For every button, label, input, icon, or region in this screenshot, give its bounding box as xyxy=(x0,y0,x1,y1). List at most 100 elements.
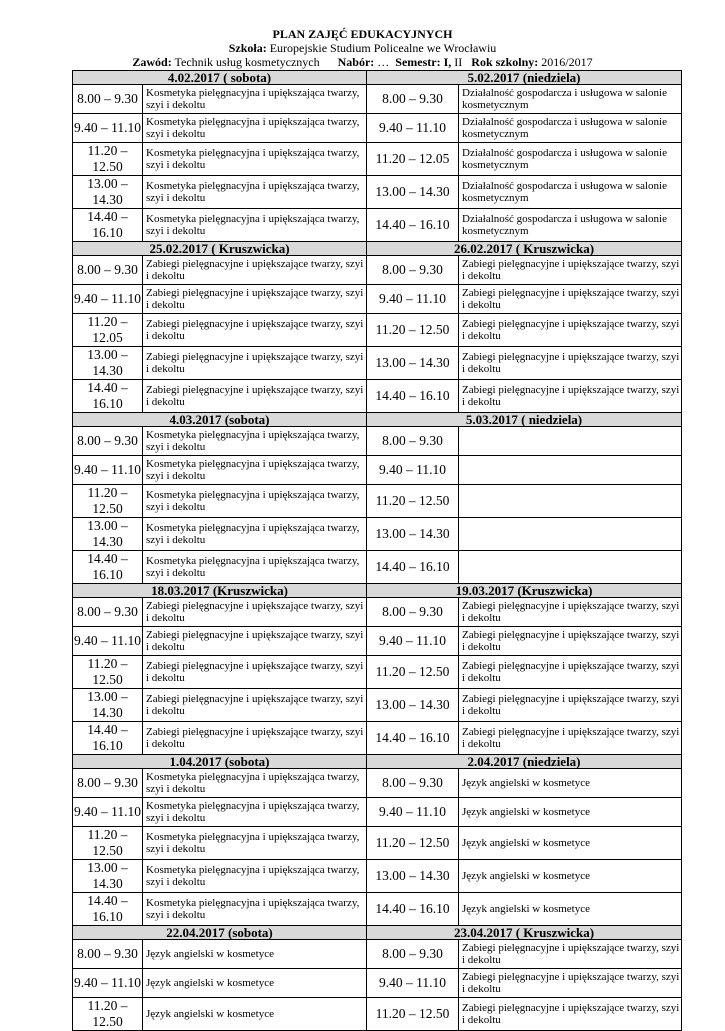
table-row: 8.00 – 9.30 Kosmetyka pielęgnacyjna i upi… xyxy=(72,426,683,456)
time-slot: 8.00 – 9.30 xyxy=(366,597,459,627)
school-label: Szkoła: xyxy=(228,41,267,55)
subject: Język angielski w kosmetyce xyxy=(457,892,683,926)
day-header-right: 23.04.2017 ( Kruszwicka) xyxy=(365,925,683,940)
table-row: 14.40 – 16.10 Zabiegi pielęgnacyjne i upi… xyxy=(72,721,683,755)
table-row: 9.40 – 11.10 Język angielski w kosmetyce 9… xyxy=(72,968,683,998)
time-slot: 9.40 – 11.10 xyxy=(366,797,459,827)
time-slot: 11.20 – 12.50 xyxy=(72,142,143,176)
time-slot: 9.40 – 11.10 xyxy=(72,284,143,314)
time-slot: 11.20 – 12.50 xyxy=(72,484,143,518)
time-slot: 13.00 – 14.30 xyxy=(72,859,143,893)
time-slot: 9.40 – 11.10 xyxy=(366,113,459,143)
time-slot: 9.40 – 11.10 xyxy=(72,968,143,998)
table-row: 13.00 – 14.30 Kosmetyka pielęgnacyjna i u… xyxy=(72,517,683,551)
document-title: PLAN ZAJĘĆ EDUKACYJNYCH xyxy=(272,27,453,41)
day-header-left: 25.02.2017 ( Kruszwicka) xyxy=(72,241,367,256)
time-slot: 8.00 – 9.30 xyxy=(366,255,459,285)
day-header-row: 22.04.2017 (sobota) 23.04.2017 ( Kruszwic… xyxy=(72,925,683,940)
time-slot: 8.00 – 9.30 xyxy=(72,426,143,456)
time-slot: 13.00 – 14.30 xyxy=(72,175,143,209)
table-row: 8.00 – 9.30 Zabiegi pielęgnacyjne i upięk… xyxy=(72,255,683,285)
time-slot: 14.40 – 16.10 xyxy=(72,208,143,242)
time-slot: 8.00 – 9.30 xyxy=(366,426,459,456)
time-slot: 14.40 – 16.10 xyxy=(72,721,143,755)
time-slot: 8.00 – 9.30 xyxy=(72,597,143,627)
table-row: 9.40 – 11.10 Zabiegi pielęgnacyjne i upię… xyxy=(72,626,683,656)
subject: Zabiegi pielęgnacyjne i upiększające twa… xyxy=(457,939,683,969)
time-slot: 8.00 – 9.30 xyxy=(366,939,459,969)
time-slot: 13.00 – 14.30 xyxy=(366,517,459,551)
table-row: 11.20 – 12.50 Kosmetyka pielęgnacyjna i u… xyxy=(72,484,683,518)
subject: Zabiegi pielęgnacyjne i upiększające twa… xyxy=(457,284,683,314)
time-slot: 9.40 – 11.10 xyxy=(366,626,459,656)
time-slot: 11.20 – 12.50 xyxy=(366,826,459,860)
semester: II xyxy=(454,55,463,69)
subject: Zabiegi pielęgnacyjne i upiększające twa… xyxy=(142,655,367,689)
table-row: 11.20 – 12.05 Zabiegi pielęgnacyjne i upi… xyxy=(72,313,683,347)
time-slot: 9.40 – 11.10 xyxy=(366,455,459,485)
time-slot: 11.20 – 12.50 xyxy=(366,313,459,347)
subject: Działalność gospodarcza i usługowa w sal… xyxy=(457,208,683,242)
subject: Kosmetyka pielęgnacyjna i upiększająca t… xyxy=(142,484,367,518)
time-slot: 8.00 – 9.30 xyxy=(72,939,143,969)
time-slot: 8.00 – 9.30 xyxy=(72,255,143,285)
subject: Język angielski w kosmetyce xyxy=(457,859,683,893)
subject: Zabiegi pielęgnacyjne i upiększające twa… xyxy=(457,597,683,627)
table-row: 8.00 – 9.30 Kosmetyka pielęgnacyjna i upi… xyxy=(72,84,683,114)
time-slot: 11.20 – 12.50 xyxy=(72,997,143,1031)
time-slot: 13.00 – 14.30 xyxy=(366,688,459,722)
subject: Kosmetyka pielęgnacyjna i upiększająca t… xyxy=(142,426,367,456)
subject: Kosmetyka pielęgnacyjna i upiększająca t… xyxy=(142,517,367,551)
subject: Zabiegi pielęgnacyjne i upiększające twa… xyxy=(457,626,683,656)
table-row: 13.00 – 14.30 Kosmetyka pielęgnacyjna i u… xyxy=(72,175,683,209)
time-slot: 13.00 – 14.30 xyxy=(72,517,143,551)
time-slot: 9.40 – 11.10 xyxy=(72,626,143,656)
profession: Technik usług kosmetycznych xyxy=(174,55,320,69)
day-header-row: 25.02.2017 ( Kruszwicka) 26.02.2017 ( Kru… xyxy=(72,241,683,256)
time-slot: 9.40 – 11.10 xyxy=(366,284,459,314)
subject: Zabiegi pielęgnacyjne i upiększające twa… xyxy=(142,626,367,656)
table-row: 8.00 – 9.30 Kosmetyka pielęgnacyjna i upi… xyxy=(72,768,683,798)
time-slot: 14.40 – 16.10 xyxy=(366,892,459,926)
day-header-right: 5.03.2017 ( niedziela) xyxy=(365,412,683,427)
time-slot: 14.40 – 16.10 xyxy=(72,892,143,926)
subject: Język angielski w kosmetyce xyxy=(457,797,683,827)
subject: Kosmetyka pielęgnacyjna i upiększająca t… xyxy=(142,797,367,827)
subject: Zabiegi pielęgnacyjne i upiększające twa… xyxy=(457,313,683,347)
table-row: 9.40 – 11.10 Kosmetyka pielęgnacyjna i up… xyxy=(72,797,683,827)
time-slot: 14.40 – 16.10 xyxy=(72,550,143,584)
subject: Kosmetyka pielęgnacyjna i upiększająca t… xyxy=(142,892,367,926)
time-slot: 11.20 – 12.50 xyxy=(366,484,459,518)
subject: Zabiegi pielęgnacyjne i upiększające twa… xyxy=(142,284,367,314)
day-header-right: 5.02.2017 (niedziela) xyxy=(365,70,683,85)
time-slot: 14.40 – 16.10 xyxy=(366,721,459,755)
subject: Zabiegi pielęgnacyjne i upiększające twa… xyxy=(142,255,367,285)
time-slot: 13.00 – 14.30 xyxy=(366,859,459,893)
subject: Zabiegi pielęgnacyjne i upiększające twa… xyxy=(142,313,367,347)
school-name: Europejskie Studium Policealne we Wrocła… xyxy=(269,41,497,55)
table-row: 11.20 – 12.50 Zabiegi pielęgnacyjne i upi… xyxy=(72,655,683,689)
subject: Działalność gospodarcza i usługowa w sal… xyxy=(457,84,683,114)
day-header-row: 18.03.2017 (Kruszwicka) 19.03.2017 (Krusz… xyxy=(72,583,683,598)
subject xyxy=(457,517,683,551)
time-slot: 11.20 – 12.50 xyxy=(366,997,459,1031)
table-row: 11.20 – 12.50 Kosmetyka pielęgnacyjna i u… xyxy=(72,826,683,860)
subject: Zabiegi pielęgnacyjne i upiększające twa… xyxy=(457,346,683,380)
subject: Działalność gospodarcza i usługowa w sal… xyxy=(457,142,683,176)
subject: Działalność gospodarcza i usługowa w sal… xyxy=(457,113,683,143)
table-row: 9.40 – 11.10 Kosmetyka pielęgnacyjna i up… xyxy=(72,455,683,485)
table-row: 13.00 – 14.30 Zabiegi pielęgnacyjne i upi… xyxy=(72,688,683,722)
subject: Zabiegi pielęgnacyjne i upiększające twa… xyxy=(457,688,683,722)
schedule-table: 4.02.2017 ( sobota) 5.02.2017 (niedziela)… xyxy=(72,70,683,1031)
time-slot: 13.00 – 14.30 xyxy=(72,688,143,722)
subject: Zabiegi pielęgnacyjne i upiększające twa… xyxy=(142,346,367,380)
table-row: 13.00 – 14.30 Kosmetyka pielęgnacyjna i u… xyxy=(72,859,683,893)
table-row: 14.40 – 16.10 Kosmetyka pielęgnacyjna i u… xyxy=(72,892,683,926)
intake: … xyxy=(377,55,390,69)
day-header-right: 26.02.2017 ( Kruszwicka) xyxy=(365,241,683,256)
time-slot: 9.40 – 11.10 xyxy=(72,113,143,143)
table-row: 9.40 – 11.10 Zabiegi pielęgnacyjne i upię… xyxy=(72,284,683,314)
table-row: 9.40 – 11.10 Kosmetyka pielęgnacyjna i up… xyxy=(72,113,683,143)
time-slot: 9.40 – 11.10 xyxy=(72,797,143,827)
subject: Zabiegi pielęgnacyjne i upiększające twa… xyxy=(457,721,683,755)
